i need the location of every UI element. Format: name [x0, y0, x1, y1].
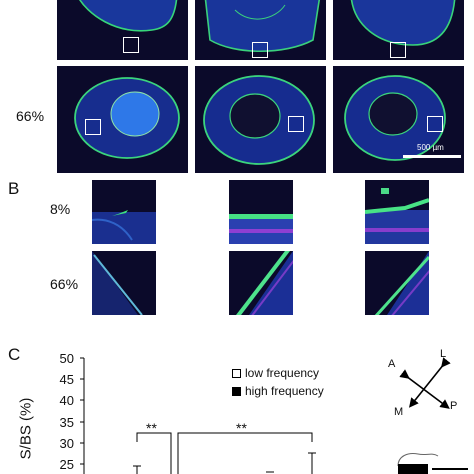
y-tick-label: 50 — [59, 351, 74, 366]
y-tick-label: 45 — [59, 372, 74, 387]
legend-label: low frequency — [245, 366, 320, 380]
panel-a-image-row2-col2 — [195, 66, 326, 173]
orientation-compass — [399, 357, 451, 409]
roi-box — [427, 116, 443, 132]
legend-swatch-open — [232, 369, 241, 378]
panel-b-zoom-8-col1 — [92, 180, 156, 244]
panel-b-zoom-66-col2 — [229, 251, 293, 315]
significance-marker-1: ** — [146, 420, 157, 436]
panel-a-image-row1-col1 — [57, 0, 188, 60]
legend-high-frequency: high frequency — [232, 384, 324, 398]
panel-a-image-row2-col3: 500 µm — [333, 66, 464, 173]
y-tick-label: 30 — [59, 436, 74, 451]
bone-schematic-icon — [397, 453, 468, 474]
roi-box — [85, 119, 101, 135]
panel-b-row-label-8: 8% — [50, 201, 71, 217]
significance-marker-2: ** — [236, 420, 247, 436]
y-tick-label: 25 — [59, 457, 74, 472]
compass-label-m: M — [394, 406, 404, 418]
compass-label-l: L — [440, 348, 447, 360]
significance-bracket — [177, 432, 313, 474]
panel-a-image-row1-col2 — [195, 0, 326, 60]
roi-box — [123, 37, 139, 53]
roi-box — [288, 116, 304, 132]
significance-bracket — [136, 432, 172, 474]
legend-label: high frequency — [245, 384, 324, 398]
y-tick-label: 40 — [59, 393, 74, 408]
panel-a-image-row1-col3 — [333, 0, 464, 60]
panel-b-letter: B — [8, 179, 20, 198]
legend-low-frequency: low frequency — [232, 366, 319, 380]
y-tick-label: 35 — [59, 415, 74, 430]
panel-b-zoom-8-col2 — [229, 180, 293, 244]
panel-b-row-label-66: 66% — [50, 276, 79, 292]
panel-a-row-label: 66% — [16, 108, 45, 124]
panel-b-zoom-66-col1 — [92, 251, 156, 315]
compass-label-p: P — [450, 400, 458, 412]
panel-a-image-row2-col1 — [57, 66, 188, 173]
panel-c-letter: C — [8, 345, 21, 364]
panel-b-zoom-8-col3 — [365, 180, 429, 244]
roi-box — [252, 42, 268, 58]
roi-box — [390, 42, 406, 58]
scale-bar-label: 500 µm — [417, 143, 444, 152]
scale-bar — [403, 155, 461, 158]
panel-b-zoom-66-col3 — [365, 251, 429, 315]
compass-label-a: A — [388, 358, 396, 370]
legend-swatch-filled — [232, 387, 241, 396]
